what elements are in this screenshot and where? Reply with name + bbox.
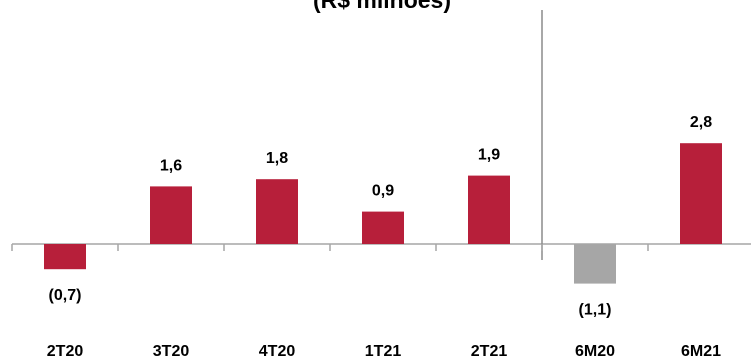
bar-1t21 xyxy=(362,211,404,244)
category-label-6m21: 6M21 xyxy=(681,343,721,357)
value-label-3t20: 1,6 xyxy=(160,157,182,174)
category-labels: 2T20 3T20 4T20 1T21 2T21 6M20 6M21 xyxy=(47,343,721,357)
bar-3t20 xyxy=(150,186,192,244)
category-label-4t20: 4T20 xyxy=(259,343,296,357)
value-label-4t20: 1,8 xyxy=(266,150,288,167)
value-label-6m21: 2,8 xyxy=(690,114,712,131)
category-label-3t20: 3T20 xyxy=(153,343,190,357)
bar-4t20 xyxy=(256,179,298,244)
value-label-2t20: (0,7) xyxy=(49,287,82,304)
value-labels: (0,7) 1,6 1,8 0,9 1,9 (1,1) 2,8 xyxy=(49,114,713,318)
x-axis-ticks xyxy=(11,244,649,251)
bars xyxy=(44,143,722,284)
bar-6m20 xyxy=(574,244,616,284)
category-label-1t21: 1T21 xyxy=(365,343,402,357)
category-label-2t20: 2T20 xyxy=(47,343,84,357)
chart-title: (R$ milhões) xyxy=(313,0,451,13)
bar-2t20 xyxy=(44,244,86,270)
value-label-1t21: 0,9 xyxy=(372,183,394,200)
value-label-6m20: (1,1) xyxy=(579,302,612,319)
category-label-6m20: 6M20 xyxy=(575,343,615,357)
category-label-2t21: 2T21 xyxy=(471,343,508,357)
value-label-2t21: 1,9 xyxy=(478,147,500,164)
bar-2t21 xyxy=(468,175,510,244)
bar-6m21 xyxy=(680,143,722,244)
